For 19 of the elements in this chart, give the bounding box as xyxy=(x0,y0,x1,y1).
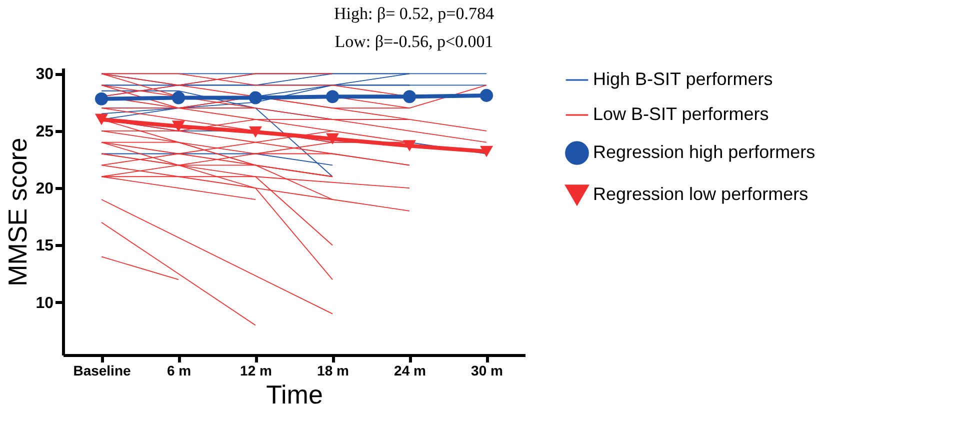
text: Low: β=-0.56, p<0.001 xyxy=(334,32,494,51)
y-tick-label: 25 xyxy=(36,123,54,140)
legend-label: Regression high performers xyxy=(593,142,816,162)
x-tick-label: Baseline xyxy=(73,362,132,378)
x-tick-label: 24 m xyxy=(394,362,426,378)
y-tick-label: 30 xyxy=(36,66,54,84)
x-tick-label: 6 m xyxy=(166,362,192,378)
x-tick-label: 12 m xyxy=(240,362,272,378)
legend-label: Low B-SIT performers xyxy=(593,104,769,124)
legend-label: Regression low performers xyxy=(593,184,808,204)
x-axis-title: Time xyxy=(266,380,323,410)
x-tick-label: 30 m xyxy=(471,362,503,378)
y-axis-title: MMSE score xyxy=(2,138,33,286)
y-tick-label: 20 xyxy=(36,180,54,198)
text: High: β= 0.52, p=0.784 xyxy=(334,4,495,23)
y-tick-label: 10 xyxy=(36,294,54,312)
y-tick-label: 15 xyxy=(36,238,54,255)
x-tick-label: 18 m xyxy=(317,362,349,378)
legend-label: High B-SIT performers xyxy=(593,69,773,89)
